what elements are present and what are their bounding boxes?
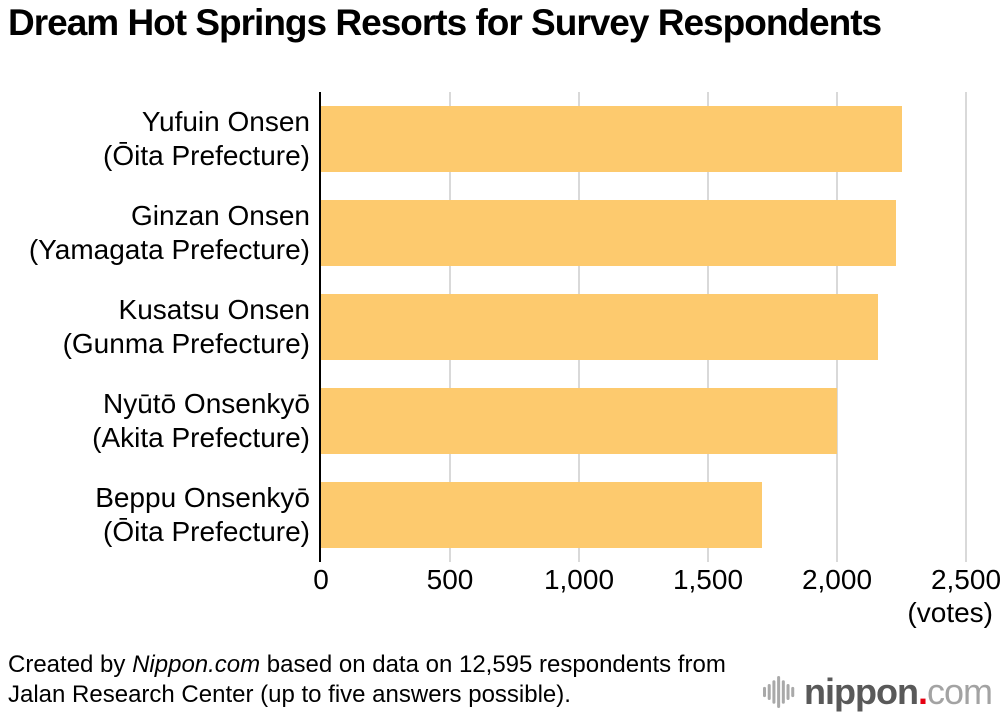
footer-prefix: Created by xyxy=(8,651,133,678)
logo-dot: . xyxy=(917,671,928,712)
bar xyxy=(321,482,763,548)
resort-name: Kusatsu Onsen xyxy=(118,294,310,325)
resort-name: Ginzan Onsen xyxy=(131,200,310,231)
bar xyxy=(321,294,879,360)
nippon-logo-text: nippon.com xyxy=(804,671,993,712)
logo-tld: com xyxy=(926,671,993,712)
x-axis-unit-label: (votes) xyxy=(907,597,993,628)
resort-name: Nyūtō Onsenkyō xyxy=(103,388,310,419)
soundwave-bars-icon xyxy=(763,676,795,708)
footer-brand: Nippon.com xyxy=(132,651,261,678)
x-tick-label: 1,000 xyxy=(543,564,615,595)
resort-prefecture: (Ōita Prefecture) xyxy=(103,516,310,547)
footer-line1-rest: based on data on 12,595 respondents from xyxy=(260,651,726,678)
x-tick-label: 0 xyxy=(313,564,329,595)
footer-line-1: Created by Nippon.com based on data on 1… xyxy=(8,650,774,680)
x-tick-label: 1,500 xyxy=(672,564,744,595)
bar xyxy=(321,200,897,266)
x-axis: 0 500 1,000 1,500 2,000 2,500 xyxy=(0,564,1000,600)
resort-name: Beppu Onsenkyō xyxy=(95,482,310,513)
category-label: Yufuin Onsen (Ōita Prefecture) xyxy=(0,105,310,173)
x-tick-label: 500 xyxy=(426,564,474,595)
x-tick-label: 2,500 xyxy=(930,564,1000,595)
category-label: Kusatsu Onsen (Gunma Prefecture) xyxy=(0,293,310,361)
bar xyxy=(321,106,902,172)
x-tick-label: 2,000 xyxy=(801,564,873,595)
chart-title: Dream Hot Springs Resorts for Survey Res… xyxy=(8,2,882,43)
resort-prefecture: (Yamagata Prefecture) xyxy=(28,234,310,265)
resort-name: Yufuin Onsen xyxy=(141,106,310,137)
resort-prefecture: (Akita Prefecture) xyxy=(92,422,310,453)
gridline xyxy=(965,92,967,562)
nippon-logo: nippon.com xyxy=(763,671,993,712)
bar xyxy=(321,388,837,454)
category-label: Beppu Onsenkyō (Ōita Prefecture) xyxy=(0,481,310,549)
logo-brand: nippon xyxy=(804,671,919,712)
resort-prefecture: (Gunma Prefecture) xyxy=(62,328,310,359)
resort-prefecture: (Ōita Prefecture) xyxy=(103,140,310,171)
y-axis-labels: Yufuin Onsen (Ōita Prefecture) Ginzan Onse… xyxy=(0,92,310,562)
category-label: Ginzan Onsen (Yamagata Prefecture) xyxy=(0,199,310,267)
footer-note: Created by Nippon.com based on data on 1… xyxy=(8,650,774,710)
footer-line-2: Jalan Research Center (up to five answer… xyxy=(8,681,571,708)
plot-area xyxy=(319,92,967,562)
category-label: Nyūtō Onsenkyō (Akita Prefecture) xyxy=(0,387,310,455)
y-axis-line xyxy=(319,92,321,562)
